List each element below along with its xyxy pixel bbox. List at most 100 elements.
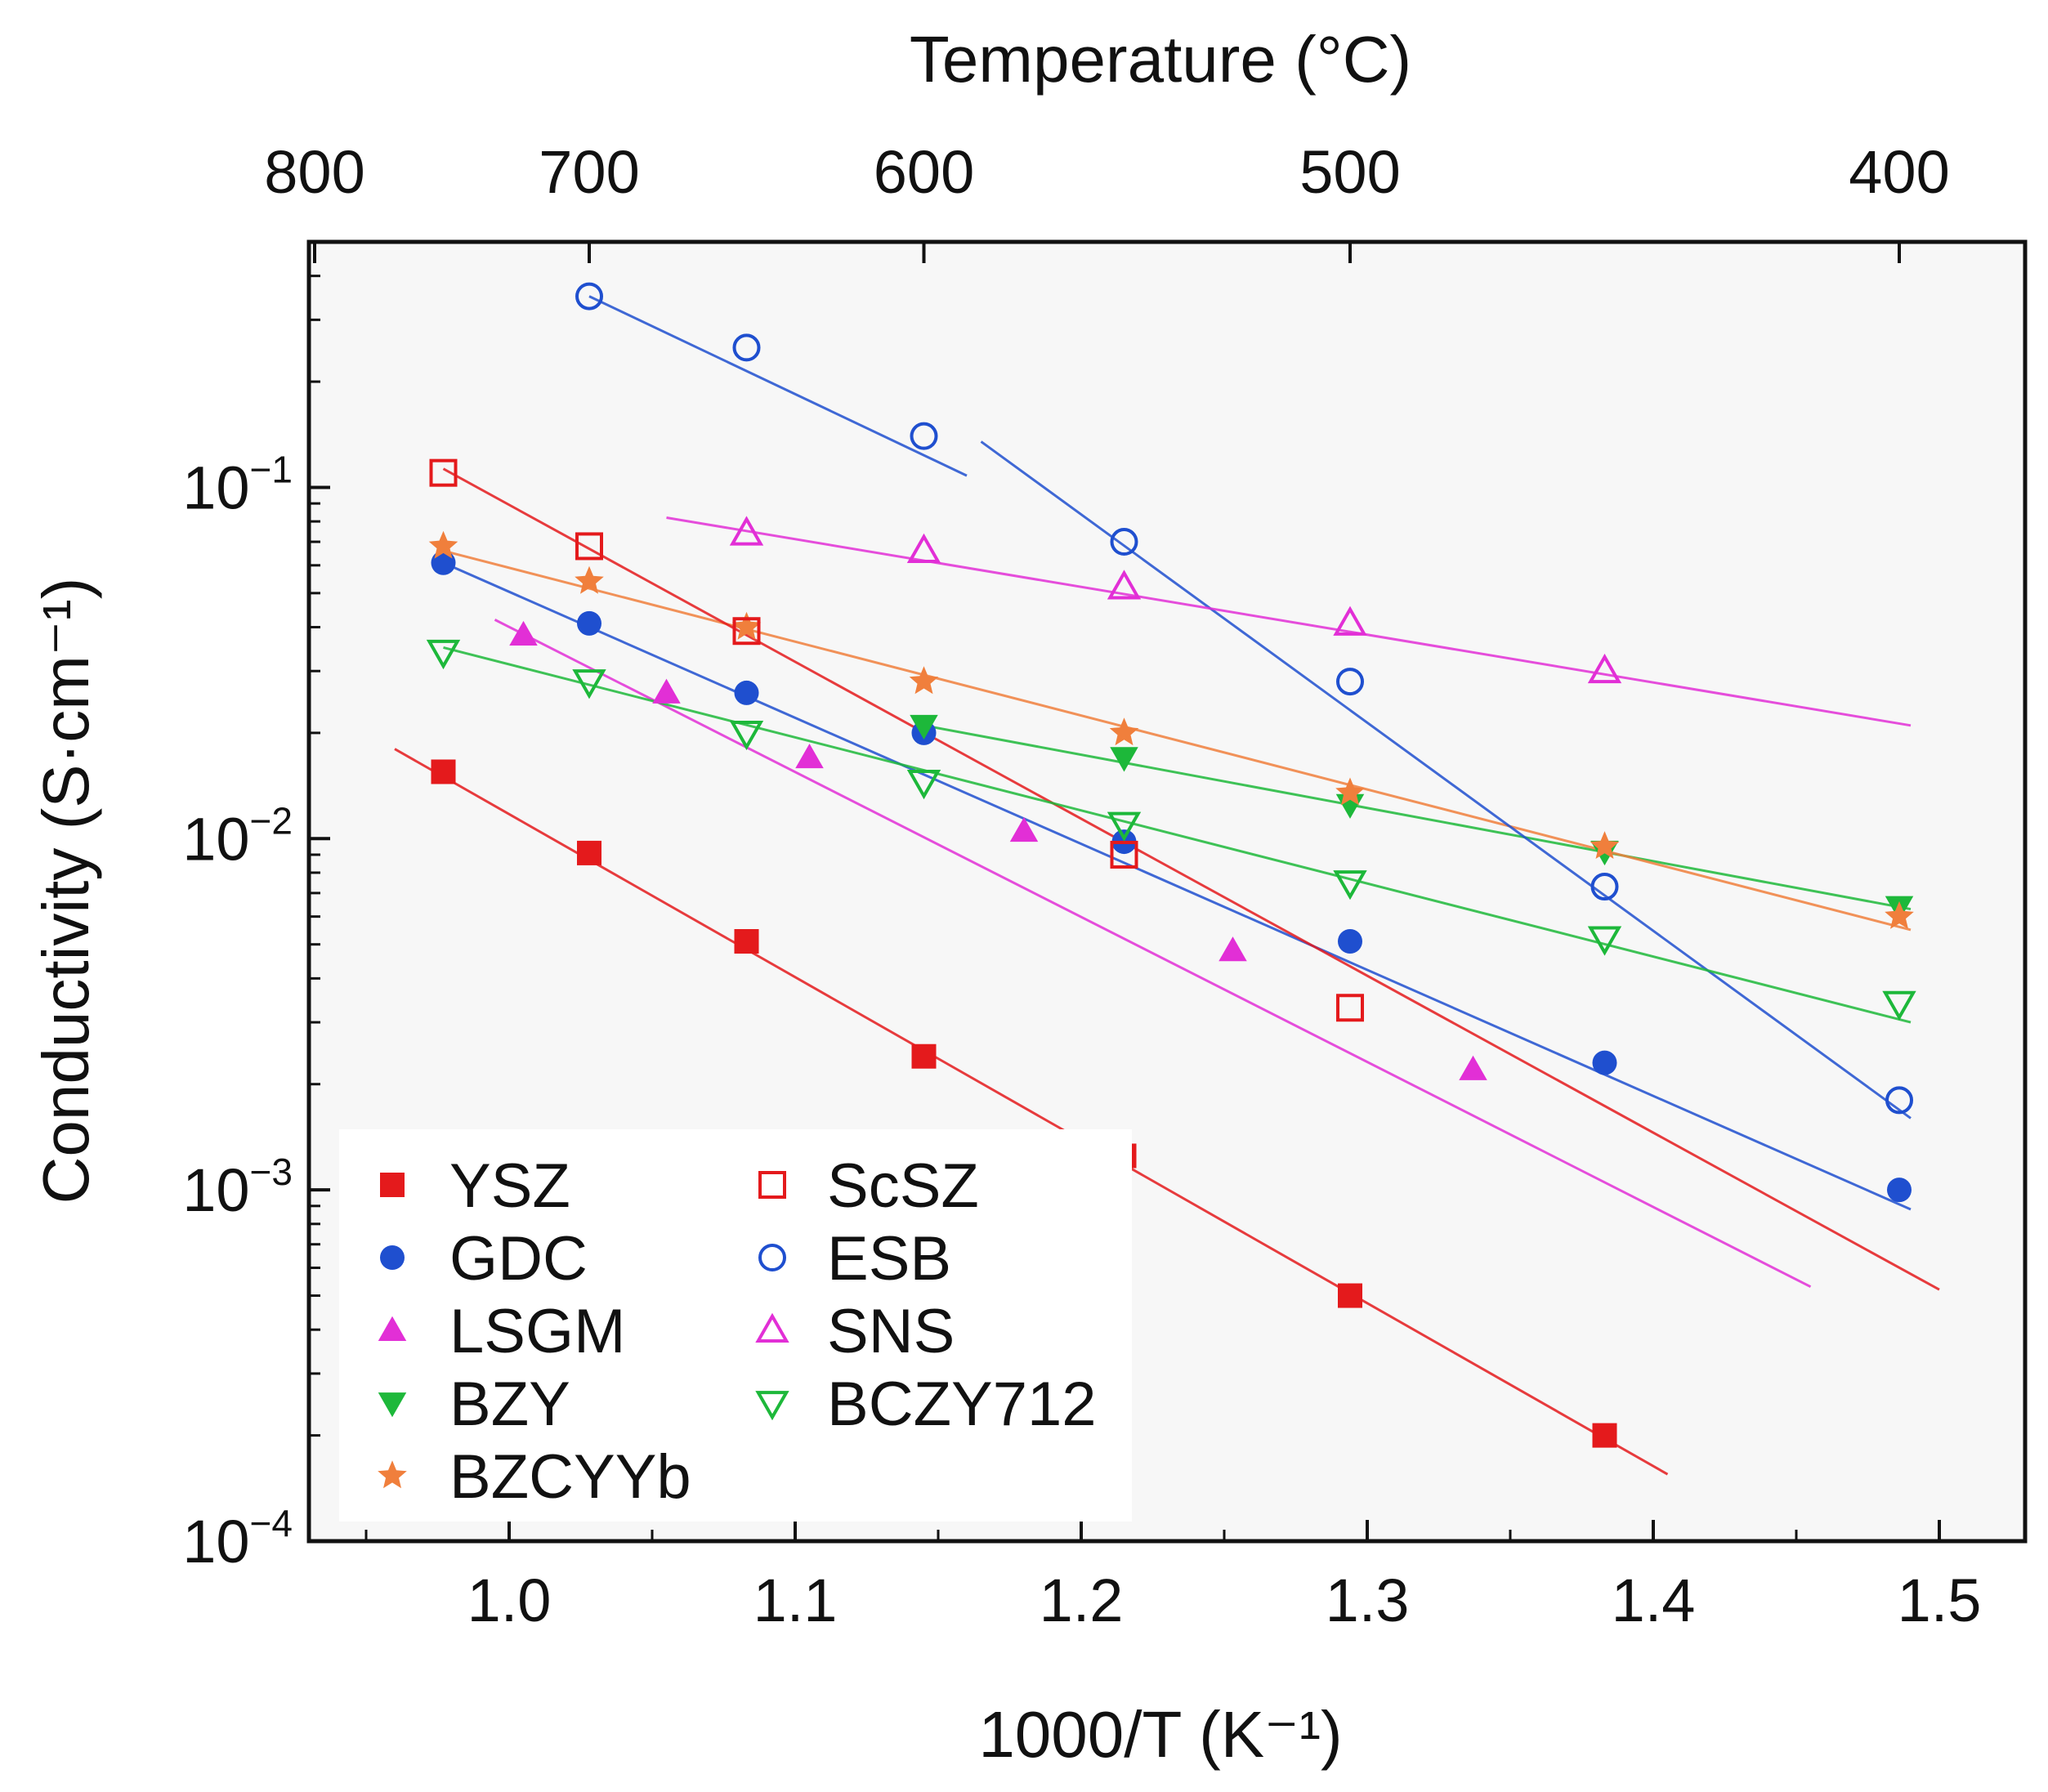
data-point-scsz (1110, 840, 1138, 869)
data-point-esb (1336, 668, 1364, 696)
legend-label-lsgm: LSGM (449, 1297, 625, 1366)
legend-label-bzy: BZY (449, 1370, 570, 1439)
data-point-esb (1110, 528, 1138, 556)
data-point-esb (910, 422, 938, 450)
legend-marker-scsz (758, 1171, 786, 1199)
fit-line-lsgm (494, 619, 1812, 1289)
top-tick-label: 500 (1299, 138, 1400, 206)
data-point-scsz (575, 532, 603, 561)
x-tick-label: 1.1 (753, 1566, 838, 1634)
data-point-bzy (910, 714, 938, 740)
data-point-bzcyyb (1109, 717, 1139, 746)
y-tick-label: 10−1 (182, 448, 293, 521)
data-point-gdc (431, 550, 456, 575)
top-tick-label: 400 (1849, 138, 1949, 206)
x-tick-label: 1.0 (467, 1566, 552, 1634)
x-tick-label: 1.5 (1898, 1566, 1982, 1634)
legend-label-gdc: GDC (449, 1224, 588, 1294)
fit-line-esb-2 (980, 440, 1912, 1119)
top-tick-label: 600 (874, 138, 974, 206)
top-axis-title: Temperature (°C) (910, 23, 1411, 96)
data-point-bzcyyb (1335, 777, 1365, 806)
legend-background (339, 1129, 1132, 1522)
data-point-bzcyyb (909, 666, 939, 695)
data-point-scsz (429, 458, 458, 487)
y-tick-label: 10−3 (182, 1151, 293, 1224)
data-point-bczy712 (1587, 926, 1622, 956)
data-point-ysz (1338, 1283, 1362, 1308)
data-point-sns (906, 533, 941, 563)
data-point-esb (1885, 1086, 1913, 1115)
data-point-bczy712 (906, 769, 941, 800)
legend-marker-gdc (380, 1245, 405, 1270)
markers-layer (426, 282, 1916, 1448)
data-point-ysz (1592, 1423, 1617, 1448)
axes-layer: 1.0 1.1 1.2 1.3 1.4 1.5 10−1 10−2 10−3 10−4 800 700… (182, 138, 1981, 1634)
legend-marker-ysz (380, 1173, 405, 1197)
data-point-gdc (734, 680, 759, 705)
fit-line-scsz (442, 467, 1940, 1291)
data-point-bzy (1110, 747, 1138, 772)
data-point-lsgm (652, 678, 681, 704)
data-point-scsz (1336, 994, 1364, 1022)
data-point-esb (1590, 873, 1619, 901)
x-axis-title: 1000/T (K⁻¹) (978, 1698, 1342, 1771)
data-point-sns (1107, 570, 1142, 600)
data-point-gdc (577, 610, 601, 636)
legend-marker-bzy (378, 1392, 407, 1418)
data-point-bczy712 (426, 639, 461, 670)
fit-line-bzcyyb (443, 549, 1912, 932)
data-point-sns (729, 516, 764, 546)
legend-label-sns: SNS (827, 1297, 955, 1366)
fit-line-ysz (394, 748, 1669, 1476)
data-point-bzcyyb (1590, 831, 1620, 859)
data-point-gdc (1887, 1178, 1912, 1203)
data-point-bczy712 (1333, 870, 1367, 900)
x-tick-label: 1.4 (1612, 1566, 1696, 1634)
data-point-ysz (734, 929, 759, 954)
data-point-bzcyyb (428, 530, 458, 559)
data-point-gdc (1338, 929, 1362, 954)
data-point-bzcyyb (731, 611, 762, 640)
data-point-bczy712 (729, 720, 764, 751)
data-point-gdc (1592, 1050, 1617, 1075)
legend-label-esb: ESB (827, 1224, 951, 1294)
data-point-lsgm (1459, 1055, 1487, 1080)
data-point-bczy712 (1882, 990, 1916, 1021)
data-point-scsz (732, 617, 761, 646)
legend-marker-lsgm (378, 1316, 407, 1341)
data-point-esb (575, 282, 603, 311)
fit-line-bczy712 (443, 646, 1912, 1024)
legend-label-scsz: ScSZ (827, 1151, 979, 1221)
legend-marker-esb (758, 1244, 786, 1271)
legend-marker-bczy712 (755, 1391, 789, 1421)
data-point-sns (1333, 606, 1367, 636)
plot-frame (306, 239, 2028, 1544)
data-point-bczy712 (572, 669, 606, 699)
y-tick-label: 10−2 (182, 799, 293, 873)
data-point-esb (732, 333, 761, 362)
top-tick-label: 700 (539, 138, 639, 206)
x-tick-label: 1.2 (1040, 1566, 1124, 1634)
data-point-bczy712 (1107, 811, 1142, 842)
data-point-bzcyyb (1885, 900, 1914, 929)
data-point-ysz (911, 1043, 937, 1069)
y-axis-title: Conductivity (S·cm⁻¹) (29, 578, 102, 1204)
data-point-sns (1587, 653, 1622, 684)
data-point-bzcyyb (575, 565, 604, 594)
data-point-ysz (431, 759, 456, 784)
legend-marker-sns (755, 1312, 789, 1343)
legend-label-bzcyyb: BZCYYb (449, 1442, 691, 1512)
x-tick-label: 1.3 (1326, 1566, 1410, 1634)
y-tick-label: 10−4 (182, 1502, 293, 1575)
top-tick-label: 800 (264, 138, 364, 206)
fit-line-bzy (923, 724, 1912, 911)
data-point-lsgm (509, 620, 538, 646)
data-point-ysz (577, 840, 601, 865)
data-point-lsgm (795, 743, 824, 769)
legend-label-ysz: YSZ (449, 1151, 570, 1221)
fit-lines-layer (394, 295, 1940, 1476)
fit-line-sns (666, 516, 1912, 727)
